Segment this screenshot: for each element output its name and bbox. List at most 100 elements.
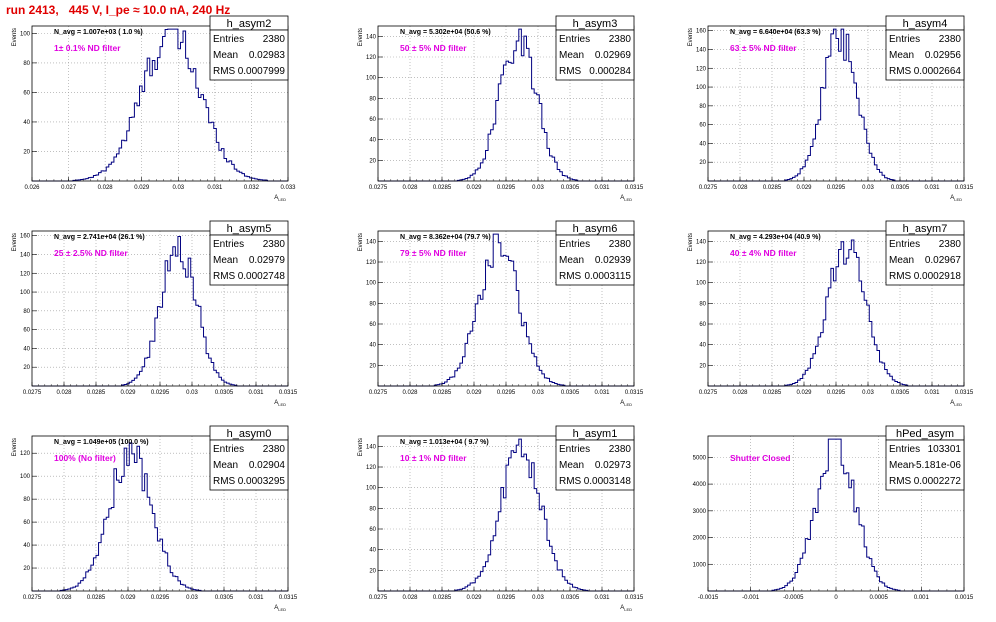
x-tick-label: 0.0295	[827, 390, 846, 396]
x-tick-label: 0.03	[186, 390, 198, 396]
stats-mean-value: -5.181e-06	[913, 460, 962, 471]
x-tick-label: -0.0015	[698, 595, 719, 601]
x-tick-label: 0.028	[732, 185, 748, 191]
x-tick-label: 0.0305	[891, 185, 910, 191]
x-axis-label: ALED	[274, 605, 286, 612]
stats-mean-label: Mean	[559, 255, 584, 266]
y-tick-label: 160	[696, 29, 707, 35]
y-tick-label: 20	[369, 158, 376, 164]
y-tick-label: 120	[696, 66, 707, 72]
stats-mean-value: 0.02983	[249, 50, 286, 61]
x-tick-label: 0.0305	[561, 390, 580, 396]
stats-rms-value: 0.0002748	[238, 271, 286, 282]
y-tick-label: 140	[696, 239, 707, 245]
x-tick-label: 0.029	[120, 595, 136, 601]
x-axis-label: ALED	[274, 195, 286, 202]
x-tick-label: 0.03	[532, 595, 544, 601]
histogram-panel: 0.0275 0.028 0.0285 0.029 0.0295 0.03 0.0305 0.…	[688, 15, 974, 202]
x-tick-label: 0.028	[98, 185, 114, 191]
x-tick-label: 0.031	[248, 595, 264, 601]
stats-entries-value: 103301	[928, 444, 962, 455]
y-tick-label: 80	[369, 96, 376, 102]
stats-box	[209, 29, 289, 81]
y-tick-label: 60	[23, 328, 30, 334]
x-tick-label: 0.031	[594, 595, 610, 601]
x-tick-label: 0.029	[120, 390, 136, 396]
stats-entries-label: Entries	[889, 444, 920, 455]
filter-label: 40 ± 4% ND filter	[730, 248, 797, 258]
x-tick-label: 0.0295	[497, 595, 516, 601]
y-tick-label: 40	[23, 543, 30, 549]
y-axis-label: Events	[688, 28, 694, 46]
filter-label: 50 ± 5% ND filter	[400, 43, 467, 53]
y-tick-label: 20	[23, 566, 30, 572]
stats-mean-label: Mean	[213, 50, 238, 61]
y-axis-label: Events	[12, 438, 18, 456]
x-tick-label: 0.0005	[869, 595, 888, 601]
navg-label: N_avg = 4.293e+04 (40.9 %)	[730, 234, 821, 241]
x-tick-label: 0.0315	[625, 595, 644, 601]
x-tick-label: 0.0315	[625, 390, 644, 396]
x-tick-label: 0.028	[56, 595, 72, 601]
histogram-panel: 0.0275 0.028 0.0285 0.029 0.0295 0.03 0.0305 0.…	[12, 425, 298, 612]
stats-rms-label: RMS	[889, 271, 912, 282]
y-tick-label: 140	[20, 252, 31, 258]
navg-label: N_avg = 6.640e+04 (63.3 %)	[730, 29, 821, 36]
x-tick-label: 0.001	[914, 595, 930, 601]
x-tick-label: 0.0285	[87, 390, 106, 396]
x-tick-label: 0.0315	[955, 185, 974, 191]
y-tick-label: 60	[23, 520, 30, 526]
stats-rms-value: 0.000284	[589, 66, 631, 77]
navg-label: N_avg = 8.362e+04 (79.7 %)	[400, 234, 491, 241]
x-tick-label: 0.0275	[699, 390, 718, 396]
y-axis-label: Events	[688, 233, 694, 251]
x-tick-label: 0.0285	[433, 185, 452, 191]
x-tick-label: 0.03	[862, 185, 874, 191]
x-tick-label: 0.028	[402, 390, 418, 396]
filter-label: 100% (No filter)	[54, 453, 116, 463]
stats-entries-value: 2380	[609, 34, 632, 45]
x-tick-label: 0.0015	[955, 595, 974, 601]
x-tick-label: 0.0315	[279, 595, 298, 601]
x-tick-label: 0.031	[207, 185, 223, 191]
x-tick-label: 0.0305	[215, 390, 234, 396]
stats-mean-label: Mean	[559, 50, 584, 61]
stats-mean-value: 0.02973	[595, 460, 632, 471]
x-tick-label: -0.0005	[783, 595, 804, 601]
x-tick-label: 0.0275	[23, 595, 42, 601]
stats-entries-value: 2380	[939, 239, 962, 250]
x-tick-label: 0.031	[248, 390, 264, 396]
stats-mean-value: 0.02967	[925, 255, 962, 266]
y-tick-label: 140	[366, 34, 377, 40]
stats-mean-label: Mean	[213, 255, 238, 266]
histogram-panel: 0.0275 0.028 0.0285 0.029 0.0295 0.03 0.0305 0.…	[358, 15, 644, 202]
x-tick-label: 0.028	[402, 595, 418, 601]
stats-entries-value: 2380	[939, 34, 962, 45]
histogram-panel: -0.0015 -0.001 -0.0005 0 0.0005 0.001 0.0015 10…	[693, 425, 974, 601]
stats-box	[885, 234, 965, 286]
stats-entries-label: Entries	[213, 239, 244, 250]
stats-box	[209, 234, 289, 286]
x-tick-label: 0.0295	[827, 185, 846, 191]
stats-mean-value: 0.02939	[595, 255, 632, 266]
x-tick-label: 0.0285	[433, 390, 452, 396]
stats-entries-value: 2380	[609, 444, 632, 455]
stats-box	[555, 439, 635, 491]
filter-label: 63 ± 5% ND filter	[730, 43, 797, 53]
stats-rms-value: 0.0003115	[584, 271, 631, 282]
stats-entries-label: Entries	[213, 444, 244, 455]
stats-entries-label: Entries	[889, 34, 920, 45]
x-axis-label: ALED	[274, 400, 286, 407]
y-axis-label: Events	[12, 233, 18, 251]
y-tick-label: 100	[20, 31, 31, 37]
x-tick-label: 0.029	[796, 390, 812, 396]
y-tick-label: 140	[366, 239, 377, 245]
y-tick-label: 40	[23, 346, 30, 352]
filter-label: 1± 0.1% ND filter	[54, 43, 121, 53]
y-tick-label: 2000	[693, 536, 707, 542]
stats-rms-label: RMS	[213, 476, 236, 487]
stats-rms-label: RMS	[889, 476, 912, 487]
plot-frame	[31, 25, 289, 182]
stats-box	[209, 439, 289, 491]
y-tick-label: 40	[699, 141, 706, 147]
